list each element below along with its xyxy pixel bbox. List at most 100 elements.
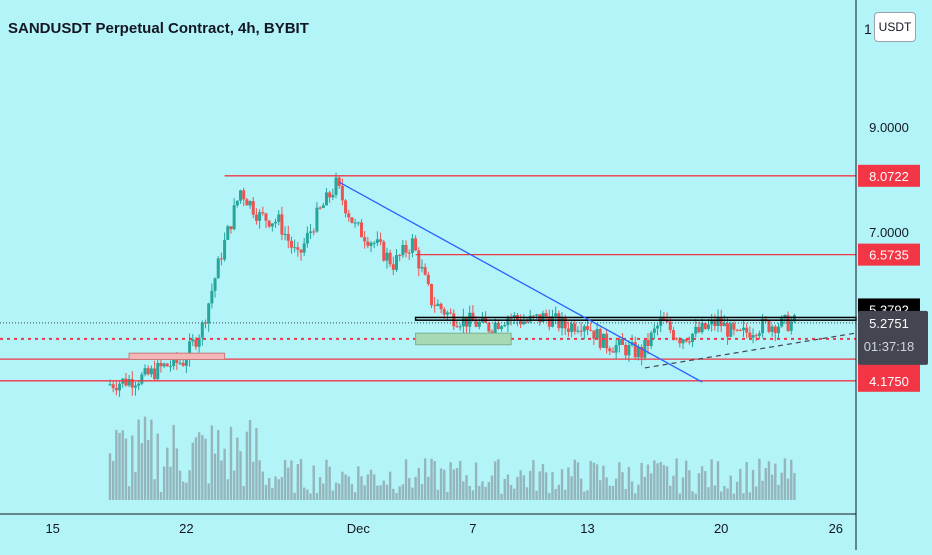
- volume-bar: [605, 477, 608, 500]
- volume-bar: [210, 425, 214, 500]
- candle-body: [337, 177, 341, 186]
- volume-bar: [417, 467, 420, 500]
- candle-body: [757, 333, 761, 336]
- candle-body: [172, 355, 176, 367]
- volume-bar: [312, 465, 315, 500]
- volume-bar: [156, 433, 159, 500]
- candle-body: [159, 362, 163, 367]
- volume-bar: [140, 443, 144, 500]
- candle-body: [611, 351, 615, 353]
- candle-body: [191, 339, 195, 342]
- candle-body: [773, 326, 777, 334]
- volume-bar: [166, 447, 169, 500]
- volume-bar: [681, 477, 685, 500]
- volume-bar: [576, 462, 580, 500]
- volume-bar: [573, 459, 576, 500]
- candle-body: [668, 321, 672, 331]
- candle-body: [490, 331, 494, 334]
- demand-zone-box: [415, 332, 512, 346]
- candle-body: [363, 237, 367, 242]
- volume-bar: [564, 489, 567, 500]
- volume-bar: [150, 419, 153, 500]
- candle-body: [474, 321, 478, 327]
- candle-body: [512, 315, 516, 318]
- volume-bar: [188, 470, 191, 500]
- candle-body: [178, 362, 182, 364]
- volume-bar: [538, 471, 541, 500]
- volume-bar: [264, 484, 268, 500]
- volume-bar: [627, 466, 631, 500]
- volume-bar: [423, 458, 427, 500]
- candle-body: [640, 346, 644, 358]
- volume-bar: [357, 466, 360, 500]
- candle-body: [703, 323, 707, 329]
- volume-bar: [373, 474, 376, 500]
- candle-body: [229, 226, 233, 230]
- candle-body: [754, 335, 758, 337]
- volume-bar: [115, 429, 118, 500]
- volume-bar: [704, 471, 707, 500]
- candle-body: [633, 342, 637, 358]
- volume-bar: [751, 469, 755, 500]
- candle-body: [181, 362, 185, 366]
- candle-body: [305, 232, 309, 244]
- candle-body: [315, 207, 319, 232]
- countdown-label: 01:37:18: [864, 339, 915, 354]
- volume-bar: [147, 439, 150, 500]
- x-tick-label: 22: [179, 521, 193, 536]
- candle-body: [786, 315, 790, 331]
- candle-body: [239, 190, 243, 201]
- candle-body: [398, 255, 402, 257]
- volume-bar: [758, 458, 761, 500]
- candle-body: [188, 341, 192, 360]
- volume-bar: [242, 486, 245, 500]
- volume-bar: [710, 459, 713, 500]
- candle-body: [359, 222, 363, 238]
- volume-bar: [509, 485, 513, 500]
- candle-body: [277, 214, 281, 222]
- price-label: 6.5735: [869, 248, 909, 263]
- candle-body: [455, 326, 459, 328]
- volume-bar: [649, 473, 653, 500]
- volume-bar: [296, 464, 300, 500]
- volume-bar: [408, 478, 411, 500]
- price-label-box: [858, 369, 920, 392]
- candle-body: [324, 192, 328, 206]
- volume-bar: [519, 470, 522, 500]
- candle-body: [525, 321, 529, 323]
- candle-body: [118, 383, 122, 391]
- candle-body: [417, 250, 421, 269]
- candle-body: [210, 290, 214, 304]
- volume-bar: [599, 480, 602, 500]
- candle-body: [665, 320, 669, 322]
- volume-bar: [162, 466, 166, 500]
- candle-body: [735, 329, 739, 331]
- candle-body: [302, 243, 306, 253]
- volume-bar: [487, 482, 491, 500]
- candle-body: [213, 278, 217, 291]
- candle-body: [445, 312, 449, 315]
- volume-bar: [433, 461, 436, 500]
- volume-bar: [322, 483, 325, 500]
- candle-body: [130, 379, 134, 388]
- volume-bar: [497, 459, 500, 500]
- volume-bar: [223, 448, 226, 500]
- candle-body: [331, 194, 335, 198]
- volume-bar: [306, 489, 309, 500]
- candle-body: [372, 242, 376, 244]
- volume-bar: [678, 493, 682, 500]
- volume-bar: [697, 473, 701, 500]
- x-tick-label: 15: [45, 521, 59, 536]
- currency-button[interactable]: USDT: [874, 12, 916, 42]
- candle-body: [598, 329, 602, 348]
- volume-bar: [745, 462, 748, 500]
- candle-body: [656, 325, 660, 329]
- volume-bar: [430, 458, 433, 500]
- volume-bar: [767, 461, 771, 500]
- candle-body: [601, 333, 605, 348]
- volume-bar: [293, 492, 296, 500]
- candle-body: [207, 303, 211, 324]
- volume-bar: [414, 476, 417, 500]
